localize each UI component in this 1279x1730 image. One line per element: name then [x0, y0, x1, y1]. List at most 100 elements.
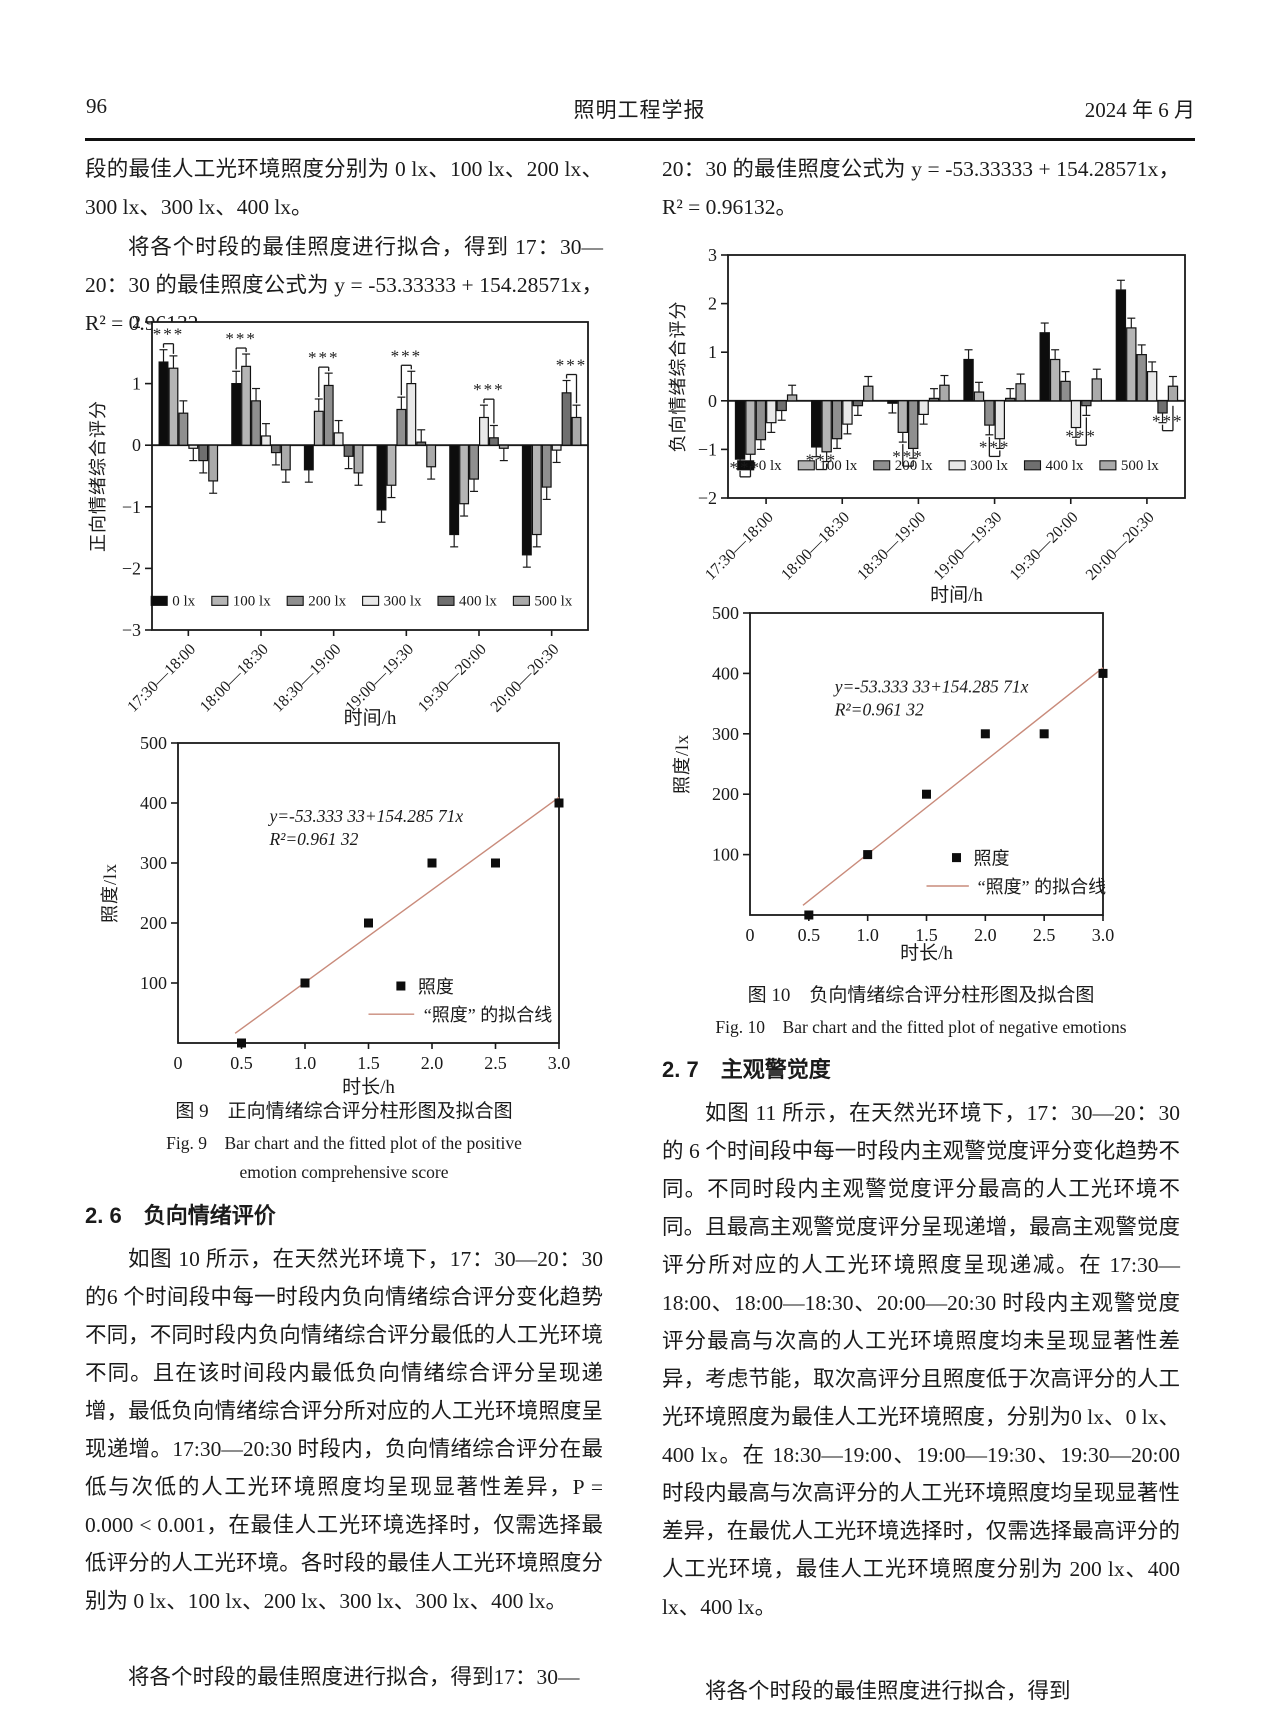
svg-text:0.5: 0.5 [798, 925, 821, 945]
figure9-caption-zh: 图 9 正向情绪综合评分柱形图及拟合图 [175, 1101, 513, 1122]
svg-text:1.0: 1.0 [856, 925, 879, 945]
svg-text:***: *** [153, 325, 185, 344]
svg-text:17:30—18:00: 17:30—18:00 [124, 641, 199, 716]
svg-text:−1: −1 [122, 497, 141, 517]
legend: 0 lx 100 lx 200 lx 300 lx 400 lx 500 lx [737, 458, 1159, 474]
svg-text:200 lx: 200 lx [895, 458, 933, 474]
axes: 100 200 300 400 500 0 0.5 1.0 1.5 2.0 2.5 3.0 [140, 733, 570, 1073]
svg-text:***: *** [730, 458, 762, 477]
significance-marks: *** *** *** *** *** *** [153, 325, 588, 424]
svg-text:100 lx: 100 lx [819, 458, 857, 474]
svg-text:20:00—20:30: 20:00—20:30 [1083, 509, 1158, 584]
section-2-7-heading: 2. 7 主观警觉度 [662, 1057, 831, 1082]
svg-text:0: 0 [132, 435, 141, 455]
svg-text:17:30—18:00: 17:30—18:00 [702, 509, 777, 584]
svg-text:20:00—20:30: 20:00—20:30 [488, 641, 563, 716]
svg-text:***: *** [1152, 412, 1184, 431]
svg-text:18:00—18:30: 18:00—18:30 [197, 641, 272, 716]
svg-text:300 lx: 300 lx [970, 458, 1008, 474]
svg-text:1.0: 1.0 [294, 1053, 317, 1073]
svg-text:500: 500 [712, 603, 739, 623]
svg-text:19:30—20:00: 19:30—20:00 [1007, 509, 1082, 584]
svg-text:2: 2 [708, 294, 717, 314]
x-axis-title: 时长/h [342, 1076, 395, 1098]
axes: 100 200 300 400 500 0 0.5 1.0 1.5 2.0 2.5 3.0 [712, 603, 1114, 945]
svg-text:−1: −1 [698, 439, 717, 459]
legend: 照度 “照度” 的拟合线 [368, 977, 552, 1025]
svg-text:1.5: 1.5 [915, 925, 938, 945]
svg-text:***: *** [225, 329, 256, 348]
svg-text:3.0: 3.0 [548, 1053, 571, 1073]
svg-text:3: 3 [708, 245, 717, 265]
svg-text:18:00—18:30: 18:00—18:30 [778, 509, 853, 584]
svg-text:1: 1 [708, 342, 717, 362]
svg-text:y=-53.333 33+154.285 71x: y=-53.333 33+154.285 71x [267, 806, 463, 826]
bars [158, 349, 582, 568]
axes: −3 −2 −1 0 1 2 [122, 312, 589, 640]
svg-text:0: 0 [746, 925, 755, 945]
svg-text:−2: −2 [122, 558, 141, 578]
svg-text:400 lx: 400 lx [459, 593, 497, 609]
section-2-7-body: 如图 11 所示，在天然光环境下，17：30—20：30的 6 个时间段中每一时… [662, 1101, 1180, 1619]
issue-date: 2024 年 6 月 [1084, 98, 1195, 122]
svg-text:2.0: 2.0 [974, 925, 997, 945]
right-paragraph-continuation: 20：30 的最佳照度公式为 y = -53.33333 + 154.28571… [662, 157, 1180, 219]
svg-text:***: *** [979, 437, 1011, 456]
significance-marks: *** *** *** *** *** *** [730, 405, 1184, 478]
journal-title: 照明工程学报 [573, 98, 706, 122]
svg-text:−3: −3 [122, 620, 141, 640]
svg-text:300: 300 [712, 724, 739, 744]
bars [734, 279, 1179, 470]
x-axis-title: 时间/h [930, 584, 983, 606]
y-axis-title: 正向情绪综合评分 [88, 400, 108, 552]
section-2-6-heading: 2. 6 负向情绪评价 [85, 1203, 276, 1228]
svg-text:“照度” 的拟合线: “照度” 的拟合线 [424, 1005, 552, 1025]
svg-text:照度: 照度 [974, 849, 1010, 869]
svg-text:***: *** [1065, 426, 1097, 445]
svg-text:***: *** [391, 346, 423, 365]
svg-text:1.5: 1.5 [357, 1053, 380, 1073]
svg-text:200 lx: 200 lx [308, 593, 346, 609]
svg-text:R²=0.961 32: R²=0.961 32 [834, 700, 924, 720]
svg-text:400: 400 [712, 663, 739, 683]
fit-line [802, 667, 1104, 906]
figure10-caption-en: Fig. 10 Bar chart and the fitted plot of… [715, 1017, 1127, 1037]
page-number: 96 [86, 94, 107, 118]
right-paragraph-last: 将各个时段的最佳照度进行拟合，得到 [705, 1679, 1071, 1703]
svg-text:500: 500 [140, 733, 167, 753]
legend: 0 lx 100 lx 200 lx 300 lx 400 lx 500 lx [150, 593, 573, 609]
data-points [237, 798, 564, 1048]
svg-text:y=-53.333 33+154.285 71x: y=-53.333 33+154.285 71x [833, 677, 1029, 697]
svg-text:***: *** [473, 380, 505, 399]
svg-text:−2: −2 [698, 488, 717, 508]
svg-text:19:00—19:30: 19:00—19:30 [931, 509, 1006, 584]
svg-text:1: 1 [132, 374, 141, 394]
svg-text:R²=0.961 32: R²=0.961 32 [268, 829, 358, 849]
svg-text:0: 0 [708, 391, 717, 411]
svg-text:2.0: 2.0 [421, 1053, 444, 1073]
svg-text:400: 400 [140, 793, 167, 813]
svg-text:照度: 照度 [418, 977, 454, 997]
svg-text:0 lx: 0 lx [172, 593, 195, 609]
figure9-caption-en-line2: emotion comprehensive score [239, 1162, 449, 1182]
svg-text:200: 200 [712, 784, 739, 804]
svg-text:100: 100 [140, 973, 167, 993]
figure9-bar-chart: −3 −2 −1 0 1 2 17:30—18:0018:00—18:3018:30—19:… [88, 312, 589, 729]
svg-text:18:30—19:00: 18:30—19:00 [854, 509, 929, 584]
figure9-caption-en-line1: Fig. 9 Bar chart and the fitted plot of … [166, 1133, 522, 1153]
svg-text:19:30—20:00: 19:30—20:00 [415, 641, 490, 716]
svg-text:***: *** [556, 356, 588, 375]
svg-text:19:00—19:30: 19:00—19:30 [342, 641, 417, 716]
svg-text:300 lx: 300 lx [384, 593, 422, 609]
fit-equation: y=-53.333 33+154.285 71x R²=0.961 32 [267, 806, 463, 849]
figure10-caption-zh: 图 10 负向情绪综合评分柱形图及拟合图 [747, 985, 1095, 1006]
svg-text:18:30—19:00: 18:30—19:00 [270, 641, 345, 716]
data-points [804, 668, 1108, 920]
fit-equation: y=-53.333 33+154.285 71x R²=0.961 32 [833, 677, 1029, 720]
svg-text:100: 100 [712, 845, 739, 865]
svg-text:200: 200 [140, 913, 167, 933]
svg-text:500 lx: 500 lx [534, 593, 572, 609]
svg-text:0: 0 [174, 1053, 183, 1073]
